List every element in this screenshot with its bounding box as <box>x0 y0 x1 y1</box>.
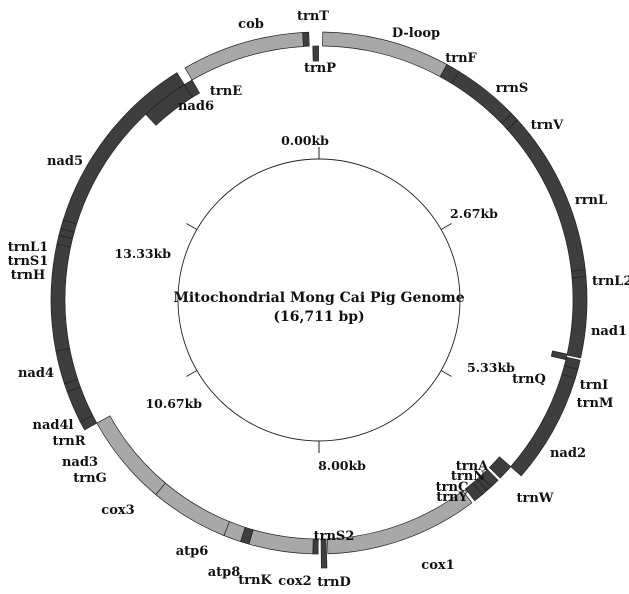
gene-label-nad5: nad5 <box>47 154 83 169</box>
gene-arc-cob <box>184 32 304 81</box>
gene-label-nad4: nad4 <box>18 366 54 381</box>
gene-arc-atp6 <box>155 482 230 536</box>
tick-mark <box>186 370 198 377</box>
gene-label-trnp: trnP <box>304 61 336 76</box>
gene-labels: D-loop trnF rrnS trnV rrnL trnL2 nad1 trnI trnQ t… <box>8 9 629 590</box>
gene-arc-rrnl <box>506 119 586 272</box>
gene-arc-nad4 <box>50 243 71 352</box>
gene-arc-rrns <box>451 71 513 125</box>
gene-label-cox3: cox3 <box>101 503 134 518</box>
tick-label: 5.33kb <box>467 360 515 375</box>
gene-label-trnt: trnT <box>297 9 329 24</box>
gene-label-trny: trnY <box>436 490 468 505</box>
gene-label-trnw: trnW <box>517 491 554 506</box>
tick-label: 8.00kb <box>318 458 366 473</box>
gene-label-trnl1: trnL1 <box>8 240 49 255</box>
gene-label-nad2: nad2 <box>550 446 586 461</box>
gene-arc-trns2 <box>320 538 328 569</box>
gene-label-trns1: trnS1 <box>8 254 49 269</box>
gene-label-trnf: trnF <box>445 51 477 66</box>
gene-arc-trnp <box>312 45 319 62</box>
gene-arc-nad5 <box>62 72 185 225</box>
gene-label-trns2: trnS2 <box>314 529 355 544</box>
gene-label-d-loop: D-loop <box>392 26 440 41</box>
tick-mark <box>186 223 198 230</box>
gene-label-trnl2: trnL2 <box>592 274 629 289</box>
gene-label-trnk: trnK <box>238 573 272 588</box>
gene-label-trnq: trnQ <box>512 372 546 387</box>
tick-label: 2.67kb <box>450 206 498 221</box>
gene-label-trnr: trnR <box>52 434 85 449</box>
gene-label-rrnl: rrnL <box>575 193 607 208</box>
genome-size: (16,711 bp) <box>273 309 364 325</box>
gene-label-trne: trnE <box>210 84 242 99</box>
tick-label: 0.00kb <box>281 133 329 148</box>
gene-label-trnm: trnM <box>577 396 614 411</box>
gene-arc-trny <box>464 482 483 502</box>
gene-label-nad1: nad1 <box>591 324 627 339</box>
tick-mark <box>440 223 452 230</box>
gene-arc-trnq <box>550 350 568 361</box>
gene-arc-cox3 <box>96 415 166 496</box>
gene-label-trnv: trnV <box>531 118 564 133</box>
gene-label-cob: cob <box>238 17 264 32</box>
gene-label-nad4l: nad4l <box>33 418 74 433</box>
gene-arc-trnt <box>302 31 310 47</box>
gene-label-trng: trnG <box>73 471 106 486</box>
gene-label-rrns: rrnS <box>496 81 529 96</box>
gene-arcs <box>50 31 588 569</box>
gene-arc-cox2 <box>248 529 314 555</box>
genome-title: Mitochondrial Mong Cai Pig Genome <box>173 290 464 306</box>
gene-arc-trnw <box>488 456 512 479</box>
gene-label-cox2: cox2 <box>278 574 311 589</box>
ruler-ticks: 0.00kb 2.67kb 5.33kb 8.00kb 10.67kb 13.33kb <box>114 133 515 473</box>
gene-arc-trne <box>183 79 200 98</box>
gene-label-atp8: atp8 <box>208 565 241 580</box>
tick-label: 13.33kb <box>114 246 171 261</box>
gene-label-cox1: cox1 <box>421 558 454 573</box>
gene-label-trnd: trnD <box>317 575 351 590</box>
gene-label-trnc: trnC <box>436 480 469 495</box>
gene-label-trni: trnI <box>580 378 608 393</box>
gene-label-nad3: nad3 <box>62 455 98 470</box>
gene-label-atp6: atp6 <box>176 544 209 559</box>
gene-arc-nad1 <box>566 276 588 359</box>
gene-label-trnn: trnN <box>451 469 485 484</box>
tick-label: 10.67kb <box>145 396 202 411</box>
gene-label-trna: trnA <box>456 459 489 474</box>
gene-arc-nad4l <box>55 348 79 385</box>
gene-arc-nad3 <box>66 386 94 423</box>
gene-arc-cox1 <box>326 490 473 555</box>
gene-label-nad6: nad6 <box>178 99 214 114</box>
tick-mark <box>440 370 452 377</box>
gene-label-trnh: trnH <box>11 268 46 283</box>
